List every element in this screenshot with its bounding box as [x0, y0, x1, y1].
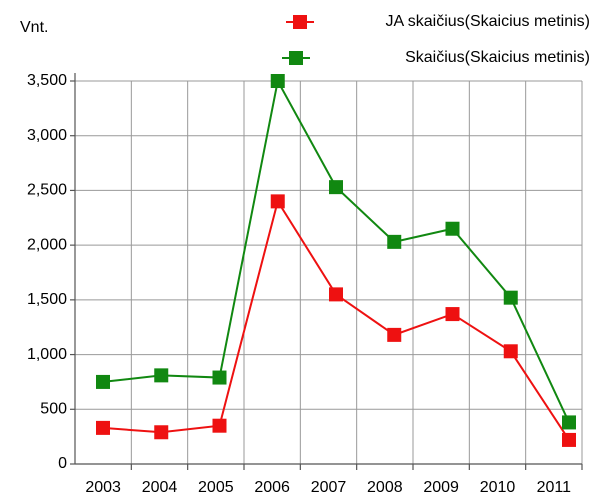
marker	[562, 432, 576, 447]
x-tick-label: 2007	[311, 479, 347, 496]
marker	[154, 425, 169, 440]
marker	[154, 368, 169, 383]
x-tick-label: 2010	[480, 479, 516, 496]
marker	[270, 74, 285, 88]
legend-label: Skaičius(Skaicius metinis)	[405, 49, 590, 66]
x-tick-label: 2011	[537, 479, 572, 496]
marker	[387, 327, 402, 342]
y-tick-label: 0	[58, 455, 67, 472]
x-tick-label: 2003	[85, 479, 121, 496]
marker	[562, 415, 576, 430]
marker	[503, 344, 518, 359]
legend-label: JA skaičius(Skaicius metinis)	[386, 13, 591, 30]
x-tick-label: 2006	[254, 479, 290, 496]
marker	[212, 370, 227, 385]
y-tick-label: 2,000	[27, 236, 67, 253]
marker	[212, 418, 227, 433]
x-tick-label: 2005	[198, 479, 234, 496]
marker	[445, 307, 460, 322]
marker	[96, 420, 110, 435]
marker	[96, 374, 110, 389]
x-tick-label: 2004	[142, 479, 178, 496]
x-tick-label: 2009	[423, 479, 459, 496]
y-tick-label: 500	[40, 401, 67, 418]
y-axis-label: Vnt.	[20, 19, 48, 36]
y-tick-label: 3,500	[27, 72, 67, 89]
line	[102, 198, 570, 441]
x-tick-label: 2008	[367, 479, 403, 496]
legend-marker	[293, 15, 307, 29]
marker	[329, 180, 343, 195]
y-tick-label: 2,500	[27, 182, 67, 199]
marker	[270, 194, 285, 209]
line	[102, 78, 570, 423]
marker	[503, 290, 518, 305]
marker	[445, 221, 460, 236]
y-tick-label: 1,000	[27, 346, 67, 363]
legend-marker	[289, 51, 303, 65]
y-tick-label: 1,500	[27, 291, 67, 308]
y-tick-label: 3,000	[27, 127, 67, 144]
marker	[329, 287, 343, 302]
marker	[387, 234, 402, 249]
